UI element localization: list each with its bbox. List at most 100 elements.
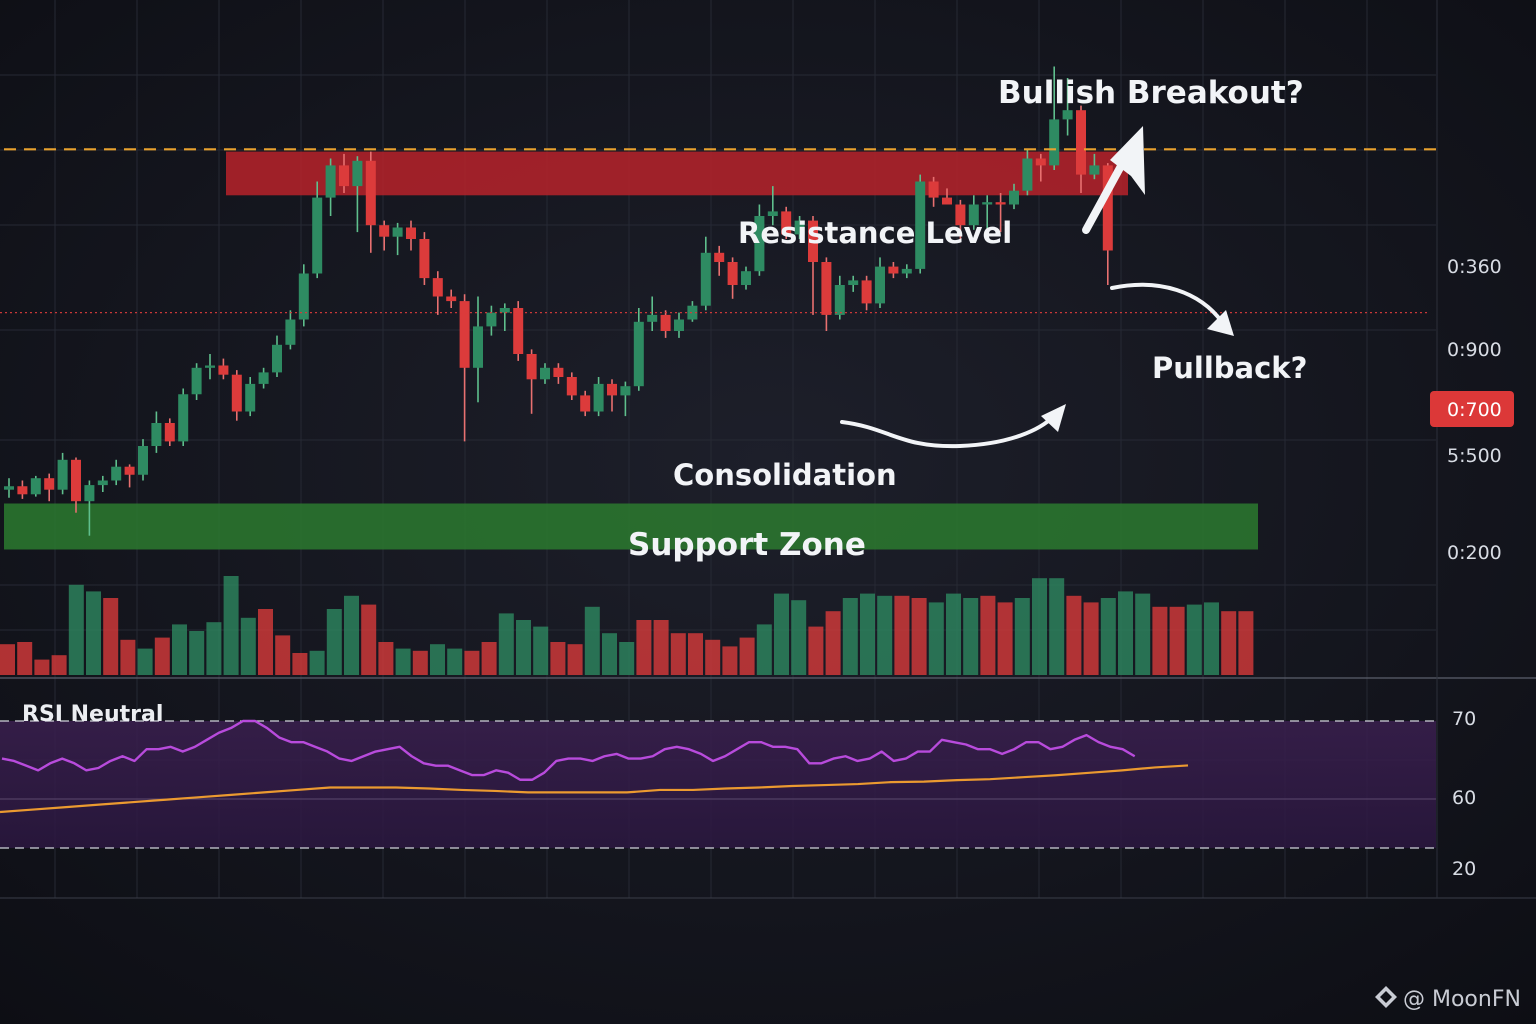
- candle: [392, 222, 403, 256]
- volume-bar: [825, 611, 841, 675]
- candle: [901, 264, 912, 279]
- candle: [111, 459, 122, 486]
- volume-bar: [412, 650, 428, 675]
- candle-body: [499, 308, 510, 313]
- watermark-text: @ MoonFN: [1403, 987, 1521, 1012]
- candle-body: [968, 204, 979, 226]
- candle: [821, 257, 832, 331]
- candle-body: [700, 252, 711, 306]
- volume-bar: [1014, 598, 1030, 675]
- candle: [714, 245, 725, 276]
- rsi-moving-average-line: [0, 764, 1189, 814]
- volume-bar: [481, 642, 497, 675]
- candle: [848, 275, 859, 292]
- candle-body: [714, 252, 725, 262]
- candle-body: [781, 211, 792, 235]
- volume-bar: [550, 642, 566, 675]
- volume-bar: [86, 591, 101, 675]
- candle: [218, 358, 229, 380]
- volume-bar: [722, 646, 738, 675]
- candle: [312, 181, 323, 279]
- candle-body: [473, 326, 483, 368]
- candle-body: [1049, 119, 1060, 166]
- candle: [727, 257, 738, 299]
- volume-bar: [447, 648, 463, 675]
- candle: [566, 372, 577, 400]
- candle-body: [540, 367, 550, 380]
- volume-bar: [946, 593, 961, 675]
- volume-bar: [51, 655, 67, 675]
- resistance-level-label: Resistance Level: [738, 216, 1012, 250]
- candle-body: [312, 197, 323, 274]
- candle: [30, 475, 41, 497]
- candle-body: [57, 459, 68, 490]
- candle: [526, 349, 537, 414]
- volume-bar: [34, 659, 50, 675]
- price-label-3: 0:200: [1447, 542, 1502, 564]
- volume-bar: [378, 642, 394, 675]
- candle-body: [339, 165, 349, 187]
- candle: [754, 204, 765, 276]
- candle-body: [526, 354, 537, 380]
- pullback-label: Pullback?: [1152, 351, 1307, 385]
- candle: [808, 216, 818, 315]
- candle-body: [231, 374, 242, 412]
- volume-bar: [636, 620, 652, 675]
- volume-bar: [68, 584, 84, 675]
- candle: [687, 301, 698, 322]
- candle-body: [1022, 158, 1033, 191]
- candle: [258, 367, 269, 389]
- candle: [741, 266, 751, 290]
- volume-bar: [791, 600, 807, 675]
- candle-body: [861, 280, 872, 304]
- candle: [44, 473, 55, 502]
- volume-bar: [464, 650, 480, 675]
- volume-bar: [326, 609, 342, 675]
- candle-body: [727, 262, 738, 285]
- candle: [607, 379, 617, 412]
- candle: [419, 232, 430, 285]
- candlesticks: [4, 66, 1113, 536]
- candle-body: [620, 386, 631, 396]
- volume-bar: [189, 631, 205, 675]
- volume-bar: [533, 626, 549, 675]
- candle-body: [848, 280, 859, 285]
- candle-body: [1009, 190, 1019, 205]
- volume-bar: [120, 639, 136, 675]
- candle-body: [17, 486, 28, 495]
- candle: [164, 418, 175, 446]
- candle: [71, 457, 81, 513]
- candle: [674, 312, 684, 338]
- candle: [473, 296, 483, 403]
- candle: [352, 156, 363, 233]
- volume-bar: [911, 598, 927, 675]
- volume-bar: [619, 642, 635, 675]
- candle: [1062, 78, 1073, 136]
- rsi-line: [1, 719, 1136, 781]
- volume-bar: [1049, 578, 1065, 675]
- bullish-arrow-head: [1110, 126, 1145, 195]
- volume-bar: [1032, 578, 1047, 675]
- candle: [84, 480, 95, 536]
- volume-bar: [584, 606, 600, 675]
- candle: [1035, 153, 1046, 182]
- candle: [1089, 153, 1100, 180]
- candle-body: [607, 383, 617, 396]
- candle: [97, 475, 108, 492]
- candle: [620, 381, 631, 417]
- candle-body: [164, 423, 175, 442]
- rsi-label: RSI Neutral: [22, 702, 163, 727]
- candle: [660, 310, 671, 338]
- current-price-badge: [1430, 391, 1514, 427]
- candle: [379, 220, 390, 251]
- candle-body: [1102, 165, 1113, 251]
- rsi-axis-label-70: 70: [1452, 708, 1476, 730]
- candle: [540, 363, 550, 384]
- candle: [325, 158, 336, 216]
- volume-bar: [877, 595, 893, 675]
- volume-bar: [1100, 598, 1116, 675]
- candle-body: [258, 372, 269, 384]
- candle-body: [633, 321, 644, 387]
- candle-body: [955, 204, 966, 226]
- candle: [339, 153, 349, 193]
